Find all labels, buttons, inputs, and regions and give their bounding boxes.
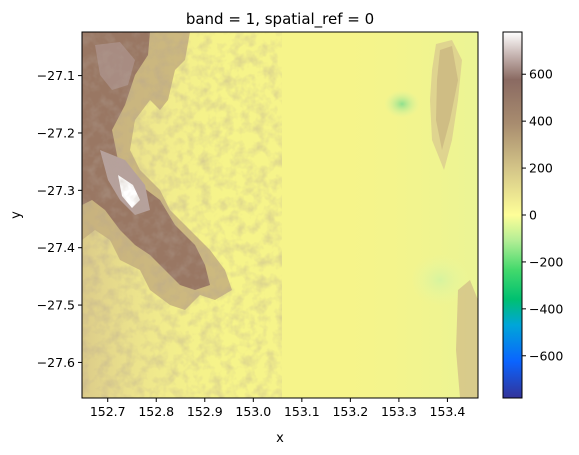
y-axis: −27.1 −27.2 −27.3 −27.4 −27.5 −27.6 — [37, 68, 82, 370]
x-tick-label: 153.3 — [381, 404, 417, 419]
x-axis: 152.7 152.8 152.9 153.0 153.1 153.2 153.3 153.4 — [90, 398, 466, 419]
y-tick-label: −27.5 — [37, 298, 75, 313]
colorbar — [503, 32, 522, 398]
x-axis-label: x — [276, 431, 284, 446]
y-tick-label: −27.4 — [37, 240, 75, 255]
plot-frame — [81, 31, 479, 399]
x-tick-label: 152.7 — [90, 404, 126, 419]
x-tick-label: 153.4 — [430, 404, 466, 419]
x-tick-label: 152.8 — [138, 404, 174, 419]
y-tick-label: −27.3 — [37, 183, 75, 198]
y-tick-label: −27.2 — [37, 125, 75, 140]
colorbar-tick-label: 600 — [529, 67, 553, 82]
heatmap-image — [82, 32, 478, 398]
x-tick-label: 153.1 — [284, 404, 320, 419]
x-tick-label: 153.0 — [235, 404, 271, 419]
colorbar-tick-label: 0 — [529, 208, 537, 223]
y-tick-label: −27.6 — [37, 355, 75, 370]
y-axis-label: y — [9, 211, 24, 219]
chart-title: band = 1, spatial_ref = 0 — [186, 10, 374, 29]
x-tick-label: 152.9 — [187, 404, 223, 419]
colorbar-tick-label: 200 — [529, 161, 553, 176]
colorbar-tick-label: −200 — [529, 254, 563, 269]
colorbar-tick-label: 400 — [529, 114, 553, 129]
x-tick-label: 153.2 — [332, 404, 368, 419]
y-tick-label: −27.1 — [37, 68, 75, 83]
colorbar-axis: 600 400 200 0 −200 −400 −600 — [522, 67, 563, 363]
colorbar-tick-label: −400 — [529, 301, 563, 316]
colorbar-tick-label: −600 — [529, 348, 563, 363]
